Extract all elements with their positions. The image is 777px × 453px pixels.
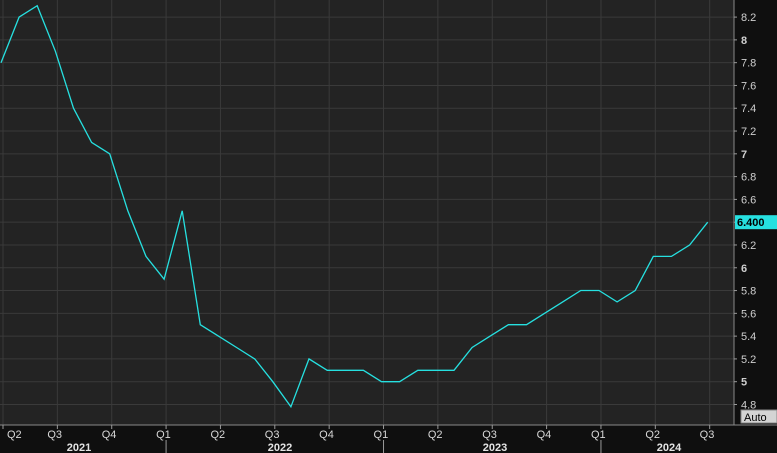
x-tick-label: Q1	[156, 429, 171, 441]
x-tick-label: Q3	[700, 429, 715, 441]
y-tick-label: 7	[741, 149, 747, 161]
plot-area	[0, 0, 734, 425]
x-tick-label: Q2	[210, 429, 225, 441]
x-axis-panel	[0, 425, 777, 453]
y-tick-label: 5	[741, 377, 747, 389]
x-tick-label: Q1	[374, 429, 389, 441]
last-value-badge	[735, 215, 777, 230]
x-tick-label: Q3	[482, 429, 497, 441]
y-tick-label: 7.8	[741, 58, 756, 70]
x-tick-label: Q4	[537, 429, 552, 441]
x-tick-label: Q4	[102, 429, 117, 441]
y-tick-label: 6.8	[741, 172, 756, 184]
y-tick-label: 4.8	[741, 399, 756, 411]
y-tick-label: 5.4	[741, 331, 756, 343]
y-tick-label: 8.2	[741, 12, 756, 24]
x-tick-label: Q2	[645, 429, 660, 441]
year-label: 2024	[657, 442, 682, 453]
y-tick-label: 7.6	[741, 80, 756, 92]
y-tick-label: 5.8	[741, 286, 756, 298]
auto-scale-button[interactable]	[740, 409, 777, 424]
last-value-label: 6.400	[737, 217, 765, 229]
year-label: 2021	[67, 442, 91, 453]
y-tick-label: 6	[741, 263, 747, 275]
y-tick-label: 8	[741, 35, 747, 47]
x-tick-label: Q1	[591, 429, 606, 441]
x-tick-label: Q3	[265, 429, 280, 441]
y-tick-label: 6.6	[741, 194, 756, 206]
x-tick-label: Q2	[428, 429, 443, 441]
x-tick-label: Q3	[47, 429, 62, 441]
y-tick-label: 7.4	[741, 103, 756, 115]
series-line	[0, 4, 709, 409]
y-tick-label: 6.2	[741, 240, 756, 252]
year-label: 2022	[268, 442, 292, 453]
x-tick-label: Q2	[7, 429, 22, 441]
y-tick-label: 5.6	[741, 308, 756, 320]
auto-scale-button-label[interactable]: Auto	[744, 412, 767, 424]
year-label: 2023	[483, 442, 507, 453]
y-tick-label: 7.2	[741, 126, 756, 138]
y-tick-label: 5.2	[741, 354, 756, 366]
x-tick-label: Q4	[319, 429, 334, 441]
